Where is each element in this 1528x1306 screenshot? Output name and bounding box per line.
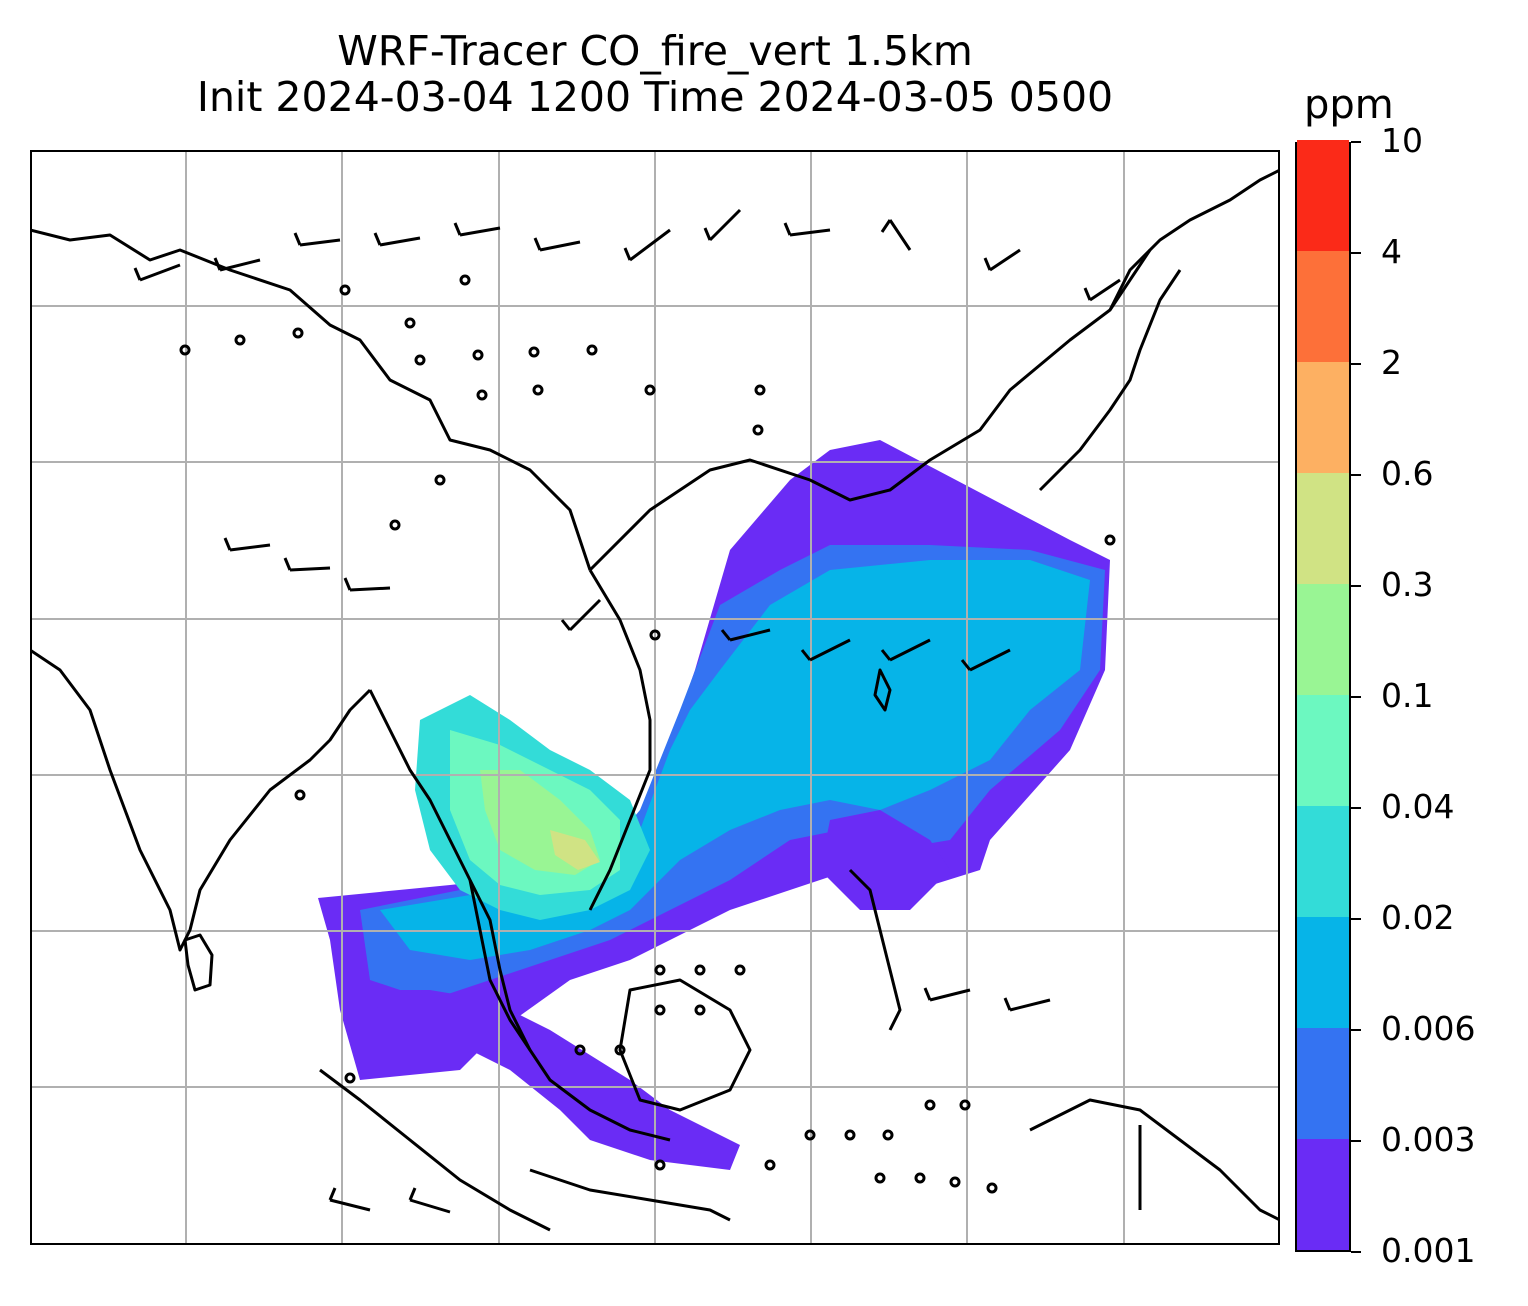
wind-barb — [533, 237, 581, 252]
south-asia-north — [30, 228, 592, 571]
title-line-1: WRF-Tracer CO_fire_vert 1.5km — [337, 27, 973, 75]
wind-barb — [783, 222, 831, 237]
colorbar-segment — [1297, 805, 1349, 917]
colorbar-tick-label: 2 — [1381, 343, 1402, 382]
china-coast — [588, 249, 1152, 572]
sri-lanka — [183, 933, 214, 992]
plume-level-0001c — [820, 810, 950, 910]
wind-barb — [720, 628, 771, 642]
map-border — [30, 150, 1280, 1245]
colorbar-tick — [1351, 363, 1361, 365]
wind-barb — [623, 228, 671, 262]
plume-level-0001b — [340, 990, 740, 1170]
wind-barb — [800, 638, 851, 662]
korea — [1038, 269, 1182, 492]
tracer-plume — [318, 440, 1110, 1170]
colorbar-tick-label: 0.3 — [1381, 565, 1434, 604]
colorbar-unit-label: ppm — [1304, 82, 1394, 128]
new-guinea — [1029, 1098, 1280, 1222]
colorbar-tick-label: 4 — [1381, 232, 1402, 271]
wind-barb — [880, 219, 912, 251]
wind-barb — [343, 577, 391, 592]
colorbar-tick-label: 0.003 — [1381, 1120, 1476, 1159]
japan — [1108, 168, 1280, 311]
colorbar-tick — [1351, 1140, 1361, 1142]
wind-barb — [373, 232, 421, 247]
wind-barb — [283, 557, 331, 572]
wind-barb — [408, 1187, 451, 1214]
colorbar-tick-label: 0.006 — [1381, 1009, 1476, 1048]
vietnam — [588, 569, 652, 911]
colorbar-segment — [1297, 916, 1349, 1028]
colorbar-segment — [1297, 361, 1349, 473]
wind-barb — [880, 638, 931, 662]
colorbar-tick-label: 0.02 — [1381, 898, 1455, 937]
colorbar-tick-label: 0.6 — [1381, 454, 1434, 493]
colorbar-segment — [1297, 139, 1349, 251]
malay-peninsula — [468, 879, 532, 1051]
borneo — [618, 978, 752, 1112]
colorbar-tick-label: 10 — [1381, 121, 1423, 160]
wind-barb — [983, 248, 1021, 272]
wind-barb — [1083, 278, 1121, 302]
colorbar-tick — [1351, 252, 1361, 254]
wind-barb — [560, 598, 602, 632]
gridlines — [30, 150, 1280, 1245]
colorbar-tick — [1351, 696, 1361, 698]
colorbar-segment — [1297, 1027, 1349, 1139]
wind-barb — [960, 648, 1011, 672]
wind-barb — [923, 987, 971, 1002]
taiwan — [873, 668, 892, 712]
wind-barb — [213, 257, 261, 272]
wind-barb — [293, 232, 341, 247]
title-line-2: Init 2024-03-04 1200 Time 2024-03-05 050… — [196, 73, 1114, 121]
coastlines — [30, 168, 1280, 1232]
map-panel — [30, 150, 1280, 1245]
plume-level-03 — [550, 830, 600, 870]
colorbar-segment — [1297, 1138, 1349, 1250]
map-title: WRF-Tracer CO_fire_vert 1.5km Init 2024-… — [30, 28, 1280, 120]
colorbar-tick — [1351, 474, 1361, 476]
wind-barb — [223, 537, 271, 552]
wind-barb — [133, 263, 181, 282]
philippines — [848, 868, 902, 1031]
java — [529, 1168, 731, 1222]
colorbar-tick — [1351, 141, 1361, 143]
colorbar-tick — [1351, 1029, 1361, 1031]
wind-barbs — [133, 208, 1121, 1214]
colorbar-segment — [1297, 472, 1349, 584]
wind-barb — [703, 208, 742, 242]
colorbar-segment — [1297, 583, 1349, 695]
wind-barb — [1003, 997, 1051, 1012]
wind-barb — [328, 1187, 371, 1212]
plume-level-0006 — [380, 560, 1090, 960]
colorbar-tick — [1351, 918, 1361, 920]
colorbar-segment — [1297, 694, 1349, 806]
colorbar-tick — [1351, 1251, 1361, 1253]
colorbar-segment — [1297, 250, 1349, 362]
calm-wind-markers — [179, 274, 1116, 1194]
colorbar-tick-label: 0.04 — [1381, 787, 1455, 826]
india-coast — [30, 648, 372, 952]
colorbar — [1295, 139, 1351, 1252]
indochina — [368, 689, 671, 1142]
colorbar-tick — [1351, 585, 1361, 587]
sumatra — [319, 1068, 551, 1232]
colorbar-tick — [1351, 807, 1361, 809]
colorbar-tick-label: 0.001 — [1381, 1231, 1476, 1270]
wind-barb — [453, 222, 501, 237]
colorbar-tick-label: 0.1 — [1381, 676, 1434, 715]
